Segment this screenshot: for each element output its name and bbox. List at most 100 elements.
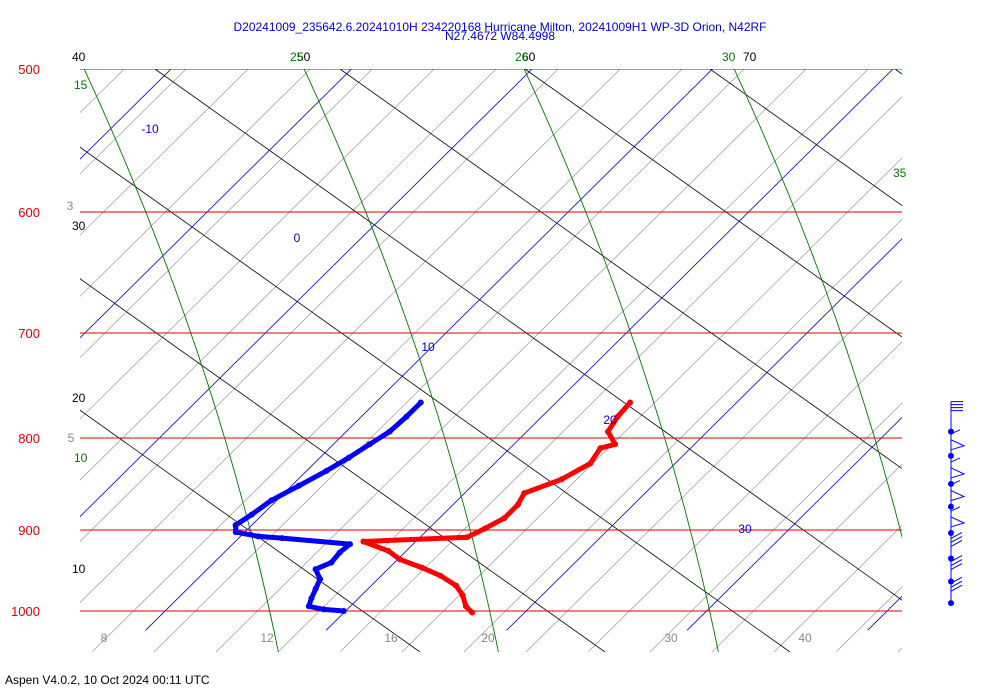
dry-adiabat-label: 70 [743, 50, 757, 64]
temperature-profile-point [360, 538, 367, 545]
isotherm-label: 20 [603, 413, 617, 427]
mixing-ratio-line [91, 69, 683, 652]
mixing-ratio-label: 30 [664, 631, 678, 645]
dewpoint-profile-point [340, 608, 347, 614]
pressure-label: 600 [18, 205, 40, 220]
chart-title: D20241009_235642.6.20241010H 234220168 H… [233, 20, 767, 34]
mixing-ratio-line [587, 341, 902, 652]
mixing-ratio-line [463, 218, 902, 652]
moist-adiabat-label: 30 [722, 50, 736, 64]
isotherm-line [80, 69, 172, 160]
mixing-ratio-line [80, 69, 373, 359]
mixing-ratio-line [960, 0, 1000, 652]
wind-barb-feather [950, 584, 963, 592]
wind-barb-feather [950, 576, 963, 584]
mixing-ratio-label: 3 [67, 199, 74, 213]
pressure-label: 800 [18, 431, 40, 446]
dewpoint-profile-point [403, 413, 410, 420]
wind-barb-feather [950, 563, 963, 570]
dry-adiabat-line [524, 69, 902, 338]
isotherm-line [686, 416, 902, 631]
dry-adiabat-label: 20 [72, 391, 86, 405]
mixing-ratio-label: 20 [481, 631, 495, 645]
mixing-ratio-line [277, 69, 869, 652]
dry-adiabat-label: 30 [72, 219, 86, 233]
temperature-profile-point [597, 445, 604, 452]
mixing-ratio-line [80, 69, 311, 297]
temperature-profile-point [459, 592, 466, 599]
mixing-ratio-line [835, 586, 902, 652]
temperature-profile-line [360, 400, 633, 616]
dewpoint-profile-point [305, 603, 312, 610]
moist-adiabat-label: 10 [74, 451, 88, 465]
dry-adiabat-label: 60 [522, 50, 536, 64]
dewpoint-profile-point [328, 559, 335, 566]
dewpoint-profile-point [323, 467, 330, 474]
temperature-profile-point [418, 564, 425, 571]
dewpoint-profile-point [232, 522, 239, 529]
dewpoint-profile-point [232, 529, 239, 536]
mixing-ratio-line [80, 69, 187, 175]
mixing-ratio-line [773, 525, 902, 652]
dewpoint-profile-point [386, 428, 393, 435]
chart-subtitle: N27.4672 W84.4998 [444, 29, 556, 43]
pressure-label: 500 [18, 62, 40, 77]
mixing-ratio-line [153, 69, 745, 652]
dry-adiabat-label: 40 [72, 50, 86, 64]
mixing-ratio-line [897, 647, 902, 652]
temperature-profile-point [605, 428, 612, 435]
dewpoint-profile-point [366, 441, 373, 448]
moist-adiabat-label: 26 [515, 50, 529, 64]
mixing-ratio-label: 12 [260, 631, 274, 645]
temperature-profile-point [385, 547, 392, 554]
dry-adiabat-line [339, 69, 902, 470]
dewpoint-profile-point [268, 497, 275, 504]
temperature-profile-point [469, 609, 476, 616]
mixing-ratio-label: 5 [68, 431, 75, 445]
mixing-ratio-label: 8 [101, 631, 108, 645]
mixing-ratio-line [401, 157, 902, 652]
isotherm-line [80, 69, 533, 518]
isotherm-label: 30 [738, 522, 752, 536]
dewpoint-profile-point [248, 511, 255, 518]
mixing-ratio-line [649, 402, 902, 652]
temperature-profile-point [453, 582, 460, 589]
wind-barb-pennant [950, 467, 966, 479]
temperature-profile-point [437, 572, 444, 579]
pressure-label: 700 [18, 326, 40, 341]
dewpoint-profile-point [255, 533, 262, 540]
wind-barb-feather [950, 506, 961, 512]
temperature-profile-point [481, 525, 488, 532]
software-footer: Aspen V4.0.2, 10 Oct 2024 00:11 UTC [5, 673, 210, 687]
temperature-profile-point [614, 413, 621, 420]
moist-adiabat-line [523, 69, 719, 652]
moist-adiabat-label: 15 [74, 78, 88, 92]
wind-barb-pennant [950, 439, 966, 451]
wind-barb-feather [950, 555, 963, 562]
dry-adiabat-line [80, 278, 606, 652]
isotherm-line [80, 69, 353, 339]
mixing-ratio-line [215, 69, 807, 652]
mixing-ratio-line [80, 69, 621, 604]
temperature-profile-point [521, 490, 528, 497]
mixing-ratio-line [339, 96, 902, 652]
dewpoint-profile-line [233, 400, 424, 614]
dry-adiabat-line [154, 69, 902, 601]
mixing-ratio-line [80, 69, 249, 236]
dewpoint-profile-point [295, 482, 302, 489]
mixing-ratio-line [80, 69, 125, 114]
wind-barb-feather [950, 532, 963, 539]
wind-barb-feather [950, 536, 963, 543]
dewpoint-profile-point [317, 576, 324, 583]
temperature-profile-point [627, 399, 634, 406]
dewpoint-profile-point [320, 606, 327, 613]
temperature-profile-point [612, 441, 619, 448]
temperature-profile-point [587, 460, 594, 467]
wind-barb-feather [950, 480, 961, 486]
isotherm-line [506, 238, 902, 631]
moist-adiabat-label: 35 [893, 166, 907, 180]
temperature-profile-point [514, 501, 521, 508]
moist-adiabat-line [733, 69, 902, 539]
mixing-ratio-line [0, 0, 8, 652]
